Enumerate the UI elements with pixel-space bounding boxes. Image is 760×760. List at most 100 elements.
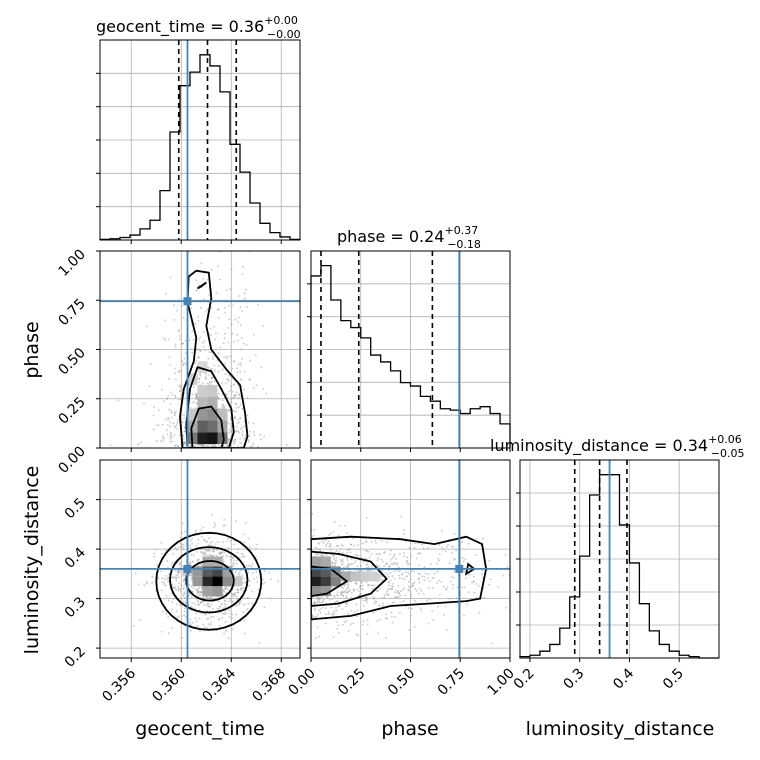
- scatter-point: [174, 372, 176, 375]
- scatter-point: [174, 576, 177, 579]
- scatter-point: [364, 550, 367, 552]
- scatter-point: [171, 435, 174, 438]
- scatter-point: [183, 357, 186, 360]
- scatter-point: [202, 278, 205, 280]
- scatter-point: [211, 541, 213, 543]
- scatter-point: [201, 591, 203, 594]
- xtick-label: 0.364: [199, 665, 239, 705]
- scatter-point: [191, 601, 194, 604]
- scatter-point: [456, 586, 459, 589]
- scatter-point: [172, 587, 175, 590]
- scatter-point: [172, 598, 175, 600]
- scatter-point: [246, 414, 249, 416]
- scatter-point: [143, 584, 146, 587]
- scatter-point: [152, 428, 155, 431]
- scatter-point: [343, 621, 346, 623]
- scatter-point: [231, 628, 234, 631]
- scatter-point: [219, 552, 222, 555]
- scatter-point: [195, 289, 198, 292]
- scatter-point: [207, 445, 210, 448]
- scatter-point: [198, 339, 201, 341]
- scatter-point: [221, 406, 224, 409]
- truth-marker: [455, 564, 464, 573]
- scatter-point: [179, 542, 181, 545]
- scatter-point: [174, 345, 177, 348]
- scatter-point: [203, 298, 205, 301]
- density-cell: [197, 408, 208, 421]
- scatter-point: [176, 546, 179, 549]
- scatter-point: [195, 612, 198, 614]
- scatter-point: [208, 537, 211, 540]
- scatter-point: [373, 602, 376, 605]
- scatter-point: [179, 587, 181, 590]
- scatter-point: [217, 371, 220, 373]
- scatter-point: [227, 547, 230, 550]
- scatter-point: [328, 599, 331, 601]
- scatter-point: [357, 554, 359, 557]
- scatter-point: [241, 430, 244, 433]
- scatter-point: [253, 578, 255, 580]
- scatter-point: [194, 588, 197, 591]
- scatter-point: [211, 544, 214, 547]
- scatter-point: [339, 559, 342, 561]
- scatter-point: [237, 406, 240, 408]
- scatter-point: [232, 440, 235, 443]
- scatter-point: [162, 400, 165, 403]
- scatter-point: [350, 591, 353, 594]
- scatter-point: [349, 580, 352, 583]
- scatter-point: [331, 564, 333, 567]
- scatter-point: [344, 590, 347, 592]
- scatter-point: [418, 577, 420, 579]
- scatter-point: [146, 582, 149, 585]
- scatter-point: [329, 549, 332, 551]
- scatter-point: [385, 563, 388, 565]
- scatter-point: [465, 577, 467, 580]
- scatter-point: [143, 402, 145, 405]
- scatter-point: [239, 437, 242, 440]
- scatter-point: [488, 559, 491, 562]
- scatter-point: [367, 550, 370, 553]
- scatter-point: [169, 425, 171, 428]
- scatter-point: [228, 390, 231, 393]
- scatter-point: [247, 571, 250, 574]
- scatter-point: [207, 623, 210, 626]
- scatter-point: [472, 575, 475, 578]
- scatter-point: [223, 337, 226, 340]
- scatter-point: [240, 358, 243, 360]
- scatter-point: [221, 552, 223, 555]
- scatter-point: [240, 442, 243, 445]
- scatter-point: [227, 588, 229, 591]
- scatter-point: [232, 543, 235, 546]
- scatter-point: [406, 562, 408, 564]
- scatter-point: [233, 410, 236, 412]
- scatter-point: [236, 548, 239, 550]
- scatter-point: [177, 330, 180, 333]
- scatter-point: [229, 555, 232, 558]
- scatter-point: [444, 550, 447, 553]
- scatter-point: [196, 551, 198, 553]
- density-cell: [320, 586, 331, 597]
- scatter-point: [370, 553, 373, 555]
- panel-frame: [310, 250, 511, 449]
- scatter-point: [170, 410, 173, 412]
- scatter-point: [382, 560, 384, 563]
- scatter-point: [232, 564, 235, 567]
- scatter-point: [411, 607, 413, 610]
- scatter-point: [332, 531, 335, 533]
- scatter-point: [202, 553, 205, 556]
- scatter-point: [436, 582, 439, 584]
- scatter-point: [216, 607, 219, 610]
- scatter-point: [346, 557, 349, 560]
- scatter-point: [335, 559, 337, 562]
- scatter-point: [391, 621, 394, 624]
- scatter-point: [403, 587, 405, 590]
- scatter-point: [228, 612, 231, 615]
- density-cell: [187, 408, 198, 421]
- scatter-point: [236, 604, 239, 607]
- scatter-point: [233, 559, 235, 562]
- scatter-point: [251, 590, 253, 593]
- scatter-point: [153, 406, 155, 408]
- scatter-point: [237, 419, 240, 421]
- scatter-point: [157, 577, 160, 580]
- scatter-point: [171, 562, 174, 565]
